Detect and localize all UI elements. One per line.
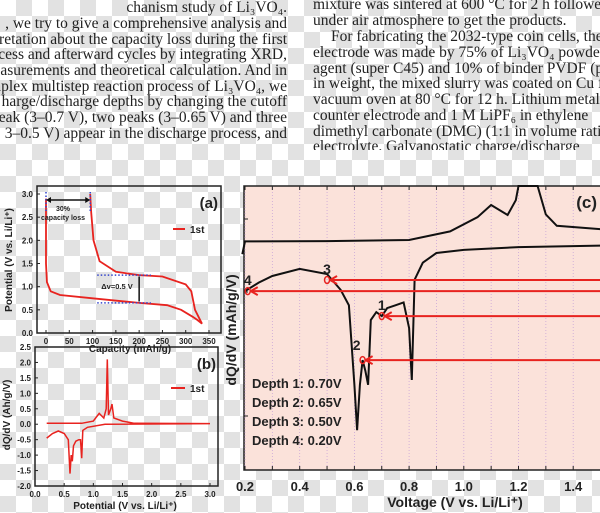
y-tick-label-a: 2.0: [22, 236, 34, 245]
x-tick-label-c: 0.2: [236, 479, 254, 494]
arrowhead-icon: [46, 197, 91, 203]
y-tick-label-b: 0.5: [20, 405, 32, 414]
depth-annotation: Depth 4: 0.20V: [252, 433, 342, 448]
y-tick-label-b: -1.5: [17, 467, 31, 476]
plot-area-c: [243, 185, 600, 471]
y-tick-label-a: 3.0: [22, 190, 34, 199]
x-tick-label-c: 1.0: [455, 479, 473, 494]
y-axis-label-b: dQ/dV (Ah/g/V): [2, 380, 13, 451]
text-line: e process and afterward cycles by integr…: [0, 46, 287, 63]
depth-marker: [323, 275, 331, 285]
x-tick-label-a: 350: [202, 337, 216, 346]
text-line: , 3–0.5 V) appear in the discharge proce…: [0, 125, 287, 142]
y-tick-label-b: -0.5: [17, 436, 31, 445]
depth-marker-label: 1: [378, 297, 386, 313]
x-tick-label-c: 1.2: [509, 479, 527, 494]
panel-label-c: (c): [576, 193, 597, 212]
text-line: agent (super C45) and 10% of binder PVDF…: [313, 60, 600, 77]
text-line: under air atmosphere to get the products…: [313, 12, 567, 29]
x-axis-label-b: Potential (V vs. Li/Li⁺): [73, 501, 177, 512]
right-text-column: mixture was sintered at 600 °C for 2 h f…: [313, 0, 600, 150]
x-tick-label-a: 150: [109, 337, 123, 346]
arrowhead-icon: [384, 311, 393, 321]
panel-label-b: (b): [197, 356, 216, 373]
x-tick-label-c: 0.6: [345, 479, 363, 494]
text-line: harge/discharge depths by changing the c…: [1, 93, 287, 110]
y-tick-label-b: 1.5: [20, 374, 32, 383]
text-line: rpretation about the capacity loss durin…: [0, 31, 287, 48]
legend-label-b: 1st: [190, 384, 205, 395]
text-line: mixture was sintered at 600 °C for 2 h f…: [313, 0, 600, 13]
depth-marker-label: 2: [353, 337, 361, 353]
x-tick-label-b: 2.0: [146, 490, 158, 499]
x-tick-label-b: 0.5: [59, 490, 71, 499]
depth-annotation: Depth 1: 0.70V: [252, 376, 342, 391]
y-tick-label-b: 2.0: [20, 358, 32, 367]
y-tick-label-a: 2.5: [22, 213, 34, 222]
x-axis-label-c: Voltage (V vs. Li/Li⁺): [387, 494, 522, 510]
x-tick-label-a: 200: [132, 337, 146, 346]
text-line: measurements and theoretical calculation…: [0, 62, 287, 79]
series-line-c-1: [241, 185, 600, 255]
y-tick-label-a: 0.5: [22, 306, 34, 315]
x-tick-label-a: 100: [86, 337, 100, 346]
x-tick-label-a: 250: [156, 337, 170, 346]
panel-label-a: (a): [200, 195, 218, 212]
x-tick-label-b: 0.0: [29, 490, 41, 499]
y-tick-label-a: 1.0: [22, 283, 34, 292]
y-axis-label-c: dQ/dV (mAh/g/V): [223, 274, 239, 385]
annotation-capacity-loss: capacity loss: [41, 215, 85, 222]
y-tick-label-b: 2.5: [20, 343, 32, 352]
arrowhead-icon: [365, 355, 374, 365]
arrowhead-icon: [329, 275, 338, 285]
x-tick-label-b: 1.5: [117, 490, 129, 499]
annotation-capacity-loss-pct: 30%: [56, 206, 71, 213]
text-line: chanism study of Li₃VO₄.: [126, 0, 287, 16]
x-tick-label-b: 1.0: [88, 490, 100, 499]
x-tick-label-a: 50: [65, 337, 74, 346]
depth-marker-label: 3: [323, 261, 331, 277]
legend-label-a: 1st: [190, 225, 205, 236]
depth-marker: [378, 311, 385, 321]
text-line: in weight, the mixed slurry was coated o…: [313, 75, 600, 92]
depth-annotation: Depth 3: 0.50V: [252, 414, 342, 429]
depth-marker: [359, 355, 366, 365]
x-tick-label-c: 1.4: [564, 479, 583, 494]
plot-frame-b: [34, 346, 219, 487]
text-line: For fabricating the 2032-type coin cells…: [331, 28, 600, 45]
text-line: e peak (3–0.7 V), two peaks (3–0.65 V) a…: [0, 109, 287, 126]
plot-frame-a: [36, 185, 222, 334]
text-line: counter electrode and 1 M LiPF₆ in ethyl…: [313, 107, 589, 124]
text-line: electrode was made by 75% of Li₃VO₄ powd…: [313, 44, 600, 61]
left-text-column: chanism study of Li₃VO₄. , we try to giv…: [0, 0, 288, 146]
depth-marker-label: 4: [244, 272, 252, 288]
depth-annotation: Depth 2: 0.65V: [252, 395, 342, 410]
x-tick-label-b: 2.5: [175, 490, 187, 499]
text-line: dimethyl carbonate (DMC) (1:1 in volume …: [313, 123, 600, 140]
x-tick-label-a: 300: [179, 337, 193, 346]
series-line-b: [46, 359, 211, 474]
y-tick-label-a: 1.5: [22, 260, 34, 269]
text-line: electrolyte. Galvanostatic charge/discha…: [313, 138, 580, 151]
y-tick-label-b: 1.0: [20, 389, 32, 398]
x-tick-label-b: 3.0: [204, 490, 216, 499]
y-tick-label-a: 0.0: [22, 329, 34, 338]
depth-marker: [244, 286, 251, 296]
x-tick-label-a: 0: [44, 337, 49, 346]
y-tick-label-b: -1.0: [17, 451, 31, 460]
text-line: nplex multistep reaction process of Li₃V…: [0, 78, 287, 95]
x-tick-label-c: 0.4: [291, 479, 310, 494]
arrowhead-icon: [250, 286, 259, 296]
x-axis-label-a: Capacity (mAh/g): [89, 344, 171, 355]
text-line: vacuum oven at 80 °C for 12 h. Lithium m…: [313, 91, 600, 108]
annotation-delta-v: Δv=0.5 V: [101, 282, 132, 291]
x-tick-label-c: 0.8: [400, 479, 418, 494]
text-line: , we try to give a comprehensive analysi…: [5, 15, 287, 32]
series-line-a: [45, 193, 203, 325]
y-tick-label-b: 0.0: [20, 420, 32, 429]
y-axis-label-a: Potential (V vs. Li/Li⁺): [4, 208, 15, 312]
y-tick-label-b: -2.0: [17, 482, 31, 491]
